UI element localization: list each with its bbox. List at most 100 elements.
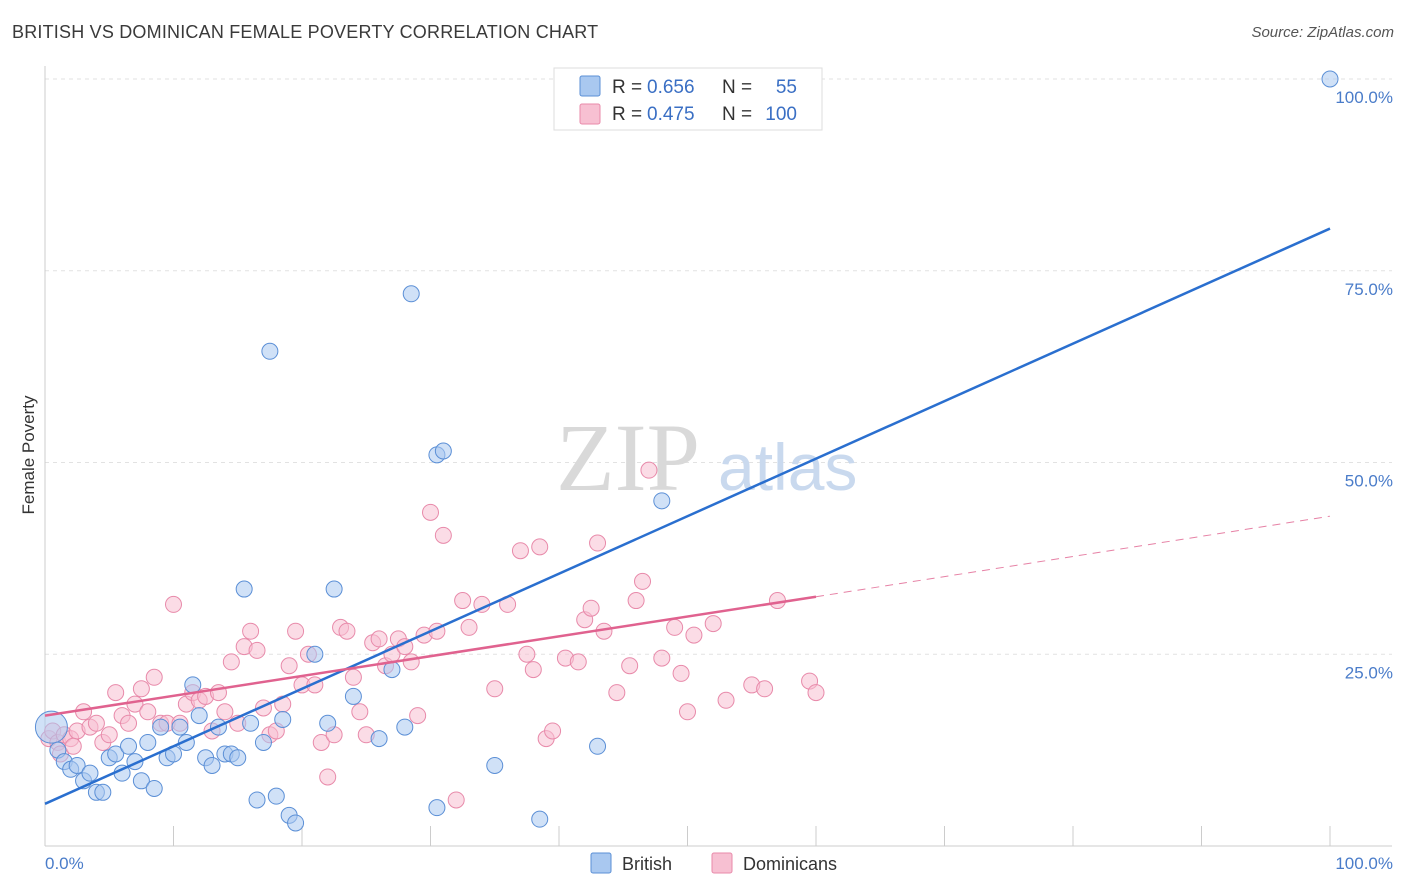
dominicans-point (666, 618, 684, 636)
british-point (107, 745, 125, 763)
british-point (203, 756, 221, 774)
dominicans-point (518, 645, 536, 663)
british-point (402, 285, 420, 303)
x-tick-label: 100.0% (1335, 854, 1393, 873)
british-point (531, 810, 549, 828)
dominicans-point (338, 622, 356, 640)
legend-british-n-label: N = (722, 77, 752, 98)
dominicans-point (486, 680, 504, 698)
british-point (274, 710, 292, 728)
chart-title: BRITISH VS DOMINICAN FEMALE POVERTY CORR… (12, 22, 599, 42)
y-axis-label: Female Poverty (19, 395, 38, 515)
grid-lines (45, 78, 1392, 655)
dominicans-point (685, 626, 703, 644)
legend-swatch-british (579, 75, 601, 97)
british-point (306, 645, 324, 663)
dominicans-point (409, 707, 427, 725)
dominicans-point (807, 684, 825, 702)
axes (44, 66, 1392, 847)
british-point (68, 756, 86, 774)
british-points (34, 70, 1339, 832)
dominicans-point (402, 653, 420, 671)
bottom-legend: British Dominicans (590, 852, 837, 874)
british-point (242, 714, 260, 732)
british-point (325, 580, 343, 598)
bottom-legend-british: British (622, 854, 672, 874)
dominicans-point (100, 726, 118, 744)
dominicans-point (531, 538, 549, 556)
british-point (152, 718, 170, 736)
british-point (653, 492, 671, 510)
dominicans-trend-line (44, 595, 817, 717)
dominicans-point (524, 661, 542, 679)
dominicans-point (107, 684, 125, 702)
british-trend-line (44, 227, 1331, 805)
legend-british-r-value: 0.656 (647, 77, 695, 98)
dominicans-point (132, 680, 150, 698)
british-point (145, 779, 163, 797)
dominicans-point (248, 641, 266, 659)
british-point (34, 710, 68, 744)
british-point (287, 814, 305, 832)
bottom-legend-dominicans: Dominicans (743, 854, 837, 874)
dominicans-point (569, 653, 587, 671)
dominicans-point (370, 630, 388, 648)
dominicans-point (627, 592, 645, 610)
dominicans-point (145, 668, 163, 686)
dominicans-point (422, 503, 439, 521)
british-point (486, 756, 504, 774)
tick-labels: 25.0% 50.0% 75.0% 100.0% 0.0% 100.0% (45, 88, 1393, 873)
dominicans-point (447, 791, 465, 809)
british-point (1321, 70, 1339, 88)
dominicans-point (120, 714, 138, 732)
legend-dominicans-r-label: R = (612, 104, 642, 125)
british-point (370, 730, 388, 748)
dominicans-point (434, 526, 452, 544)
british-point (132, 772, 150, 790)
dominicans-point (608, 684, 626, 702)
british-point (434, 442, 452, 460)
bottom-legend-swatch-dominicans (711, 852, 733, 874)
dominicans-point (64, 737, 82, 755)
x-tick-label: 0.0% (45, 854, 84, 873)
legend-dominicans-n-label: N = (722, 104, 752, 125)
bottom-legend-swatch-british (590, 852, 612, 874)
dominicans-point (454, 592, 472, 610)
dominicans-point (139, 703, 157, 721)
dominicans-trend-extension (815, 515, 1331, 598)
dominicans-point (704, 615, 722, 633)
british-point (267, 787, 285, 805)
dominicans-point (216, 703, 234, 721)
trend-lines (44, 227, 1331, 805)
british-point (139, 733, 157, 751)
british-point (261, 342, 279, 360)
legend: R = 0.656 N = 55 R = 0.475 N = 100 (553, 67, 823, 131)
dominicans-point (312, 733, 330, 751)
dominicans-points (40, 461, 825, 809)
dominicans-point (634, 572, 652, 590)
dominicans-point (287, 622, 305, 640)
british-point (248, 791, 266, 809)
dominicans-point (319, 768, 337, 786)
legend-swatch-dominicans (579, 103, 601, 125)
watermark-zip: ZIP (556, 404, 700, 511)
british-point (589, 737, 607, 755)
dominicans-point (756, 680, 774, 698)
y-tick-label: 75.0% (1345, 280, 1393, 299)
legend-british-r-label: R = (612, 77, 642, 98)
dominicans-point (460, 618, 478, 636)
british-point (184, 676, 202, 694)
british-point (344, 687, 362, 705)
british-point (254, 733, 272, 751)
dominicans-point (589, 534, 607, 552)
dominicans-point (351, 703, 369, 721)
dominicans-point (544, 722, 562, 740)
british-point (81, 764, 99, 782)
legend-dominicans-r-value: 0.475 (647, 104, 695, 125)
y-tick-label: 100.0% (1335, 88, 1393, 107)
dominicans-point (653, 649, 671, 667)
british-point (94, 783, 112, 801)
british-point (120, 737, 138, 755)
dominicans-point (717, 691, 735, 709)
legend-british-n-value: 55 (776, 77, 797, 98)
